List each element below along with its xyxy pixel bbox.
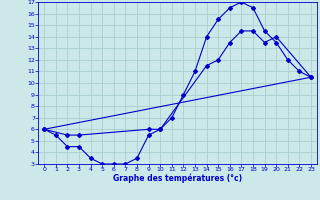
X-axis label: Graphe des températures (°c): Graphe des températures (°c): [113, 174, 242, 183]
